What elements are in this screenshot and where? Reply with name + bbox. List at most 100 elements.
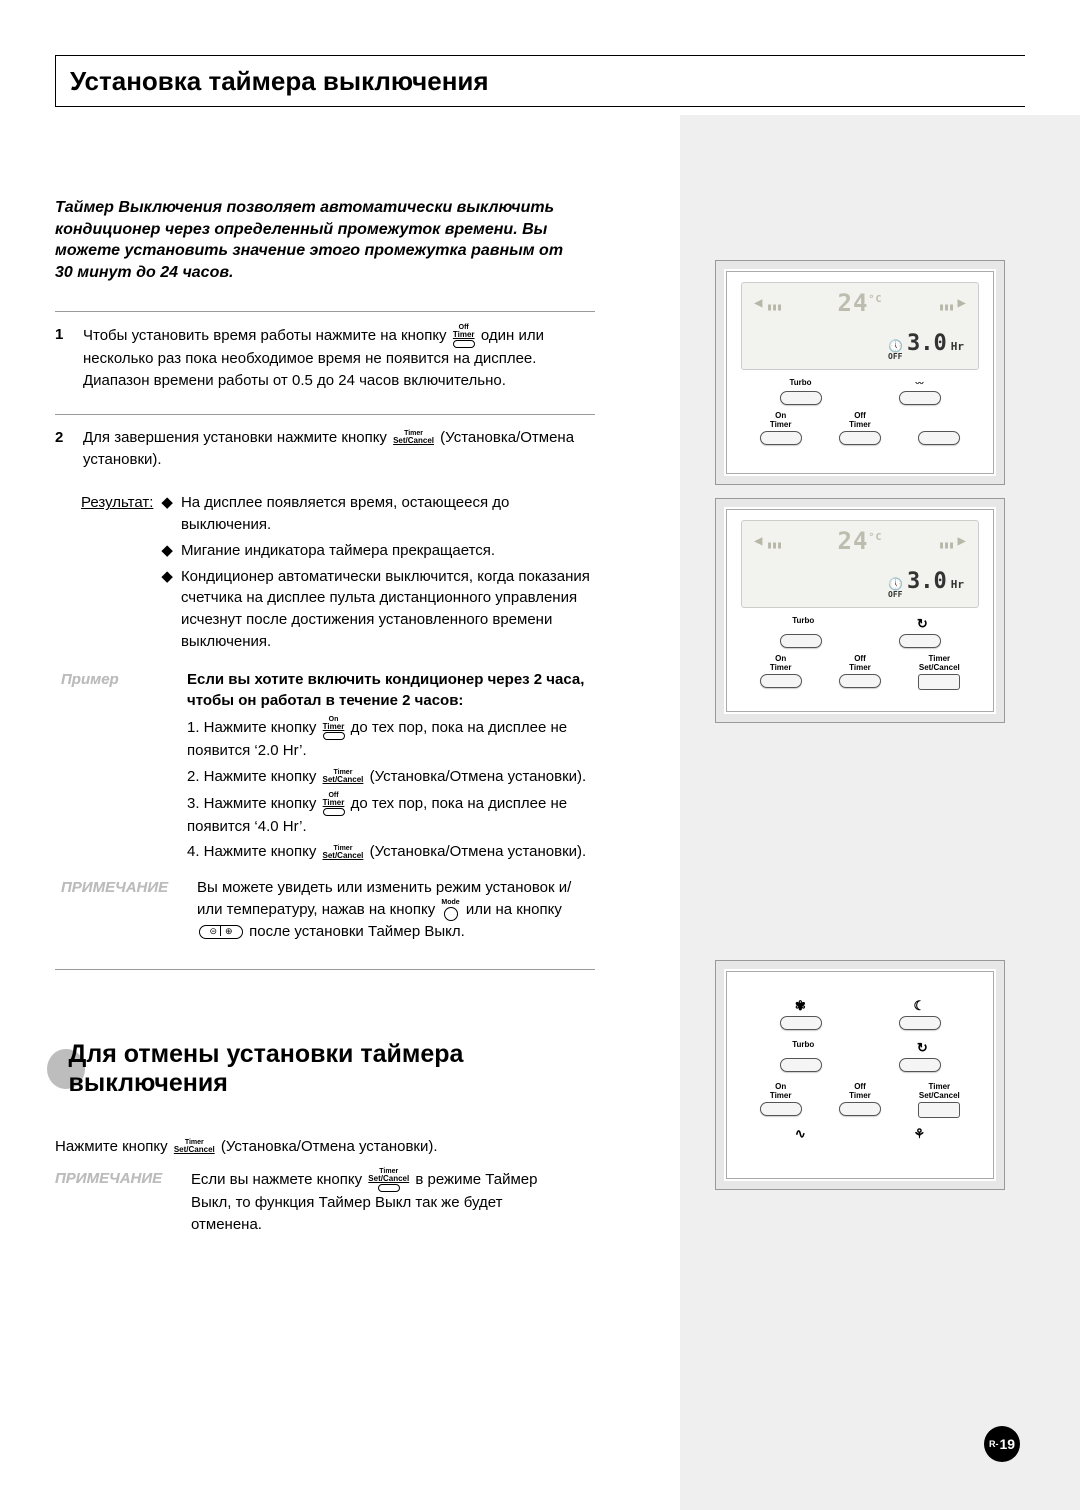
lcd-temp-unit: °C xyxy=(868,532,882,543)
lcd-temp-unit: °C xyxy=(868,294,882,305)
lcd-temp: 24 xyxy=(838,527,869,555)
btn-label: Turbo xyxy=(778,378,824,389)
bullet-icon: ◆ xyxy=(161,566,173,653)
sec2-line-a: Нажмите кнопку xyxy=(55,1138,172,1155)
clean-icon: ∿ xyxy=(795,1126,806,1142)
example-item-2: 2. Нажмите кнопку TimerSet/Cancel (Устан… xyxy=(187,766,595,788)
remote-button[interactable] xyxy=(780,1016,822,1030)
section-2-heading: Для отмены установки таймера выключения xyxy=(55,1040,595,1098)
result-item: Мигание индикатора таймера прекращается. xyxy=(181,540,495,562)
note-label: ПРИМЕЧАНИЕ xyxy=(55,1168,175,1236)
btn-label: OnTimer xyxy=(758,1082,804,1100)
set-cancel-icon: TimerSet/Cancel xyxy=(323,769,364,784)
step-1: 1 Чтобы установить время работы нажмите … xyxy=(55,324,595,392)
remote-button[interactable] xyxy=(839,1102,881,1116)
remote-button[interactable] xyxy=(760,431,802,445)
lcd-display: 24°C OFF 3.0 Hr xyxy=(741,520,979,608)
example-label: Пример xyxy=(61,669,171,868)
section-2-title: Для отмены установки таймера выключения xyxy=(69,1040,595,1098)
btn-label: OffTimer xyxy=(837,1082,883,1100)
fan-bars-icon xyxy=(938,291,953,315)
remote-button[interactable] xyxy=(780,391,822,405)
result-item: Кондиционер автоматически выключится, ко… xyxy=(181,566,595,653)
sec2-line-b: (Установка/Отмена установки). xyxy=(221,1138,438,1155)
separator xyxy=(55,969,595,970)
result-block: Результат: ◆На дисплее появляется время,… xyxy=(81,492,595,656)
bullet-icon: ◆ xyxy=(161,540,173,562)
clock-icon: OFF xyxy=(888,339,903,361)
lcd-value: 3.0 xyxy=(907,331,947,356)
fan-bars-icon xyxy=(766,291,781,315)
remote-button[interactable] xyxy=(780,1058,822,1072)
off-timer-icon: Off Timer xyxy=(453,324,475,348)
left-column: 1 Чтобы установить время работы нажмите … xyxy=(55,311,595,1245)
set-cancel-icon: TimerSet/Cancel xyxy=(323,845,364,860)
note-text-c: после установки Таймер Выкл. xyxy=(249,923,465,940)
intro-paragraph: Таймер Выключения позволяет автоматическ… xyxy=(55,197,575,283)
lcd-unit: Hr xyxy=(951,340,964,353)
remote-button[interactable] xyxy=(839,431,881,445)
step-1-text-a: Чтобы установить время работы нажмите на… xyxy=(83,327,451,344)
remote-illustration-1: 24°C OFF 3.0 Hr Turbo 〰 OnTimer OffTimer xyxy=(715,260,1005,485)
remote-illustration-2: 24°C OFF 3.0 Hr Turbo↻ OnTimer OffTimer … xyxy=(715,498,1005,723)
fan-bars-icon xyxy=(766,529,781,553)
btn-label: TimerSet/Cancel xyxy=(916,1082,962,1100)
remote-illustration-3: ✾☾ Turbo↻ OnTimer OffTimer TimerSet/Canc… xyxy=(715,960,1005,1190)
step-number: 1 xyxy=(55,324,69,392)
step-2: 2 Для завершения установки нажмите кнопк… xyxy=(55,427,595,471)
result-item: На дисплее появляется время, остающееся … xyxy=(181,492,595,536)
btn-label: OffTimer xyxy=(837,411,883,429)
result-label: Результат: xyxy=(81,492,153,656)
page-prefix: R- xyxy=(989,1439,999,1449)
remote-button[interactable] xyxy=(918,674,960,690)
example-item-4: 4. Нажмите кнопку TimerSet/Cancel (Устан… xyxy=(187,841,595,863)
quiet-icon: ☾ xyxy=(913,998,925,1014)
example-block: Пример Если вы хотите включить кондицион… xyxy=(61,669,595,868)
remote-button[interactable] xyxy=(839,674,881,688)
ion-icon: ⚘ xyxy=(913,1126,925,1142)
note-block: ПРИМЕЧАНИЕ Вы можете увидеть или изменит… xyxy=(61,877,595,943)
mode-icon: Mode xyxy=(441,899,459,921)
remote-button[interactable] xyxy=(780,634,822,648)
page-number-badge: R-19 xyxy=(984,1426,1020,1462)
example-item-1: 1. Нажмите кнопку OnTimer до тех пор, по… xyxy=(187,716,595,762)
lcd-display: 24°C OFF 3.0 Hr xyxy=(741,282,979,370)
turbo-label: Turbo xyxy=(792,1040,814,1056)
note-label: ПРИМЕЧАНИЕ xyxy=(61,877,181,943)
set-cancel-icon: TimerSet/Cancel xyxy=(368,1168,409,1192)
result-list: ◆На дисплее появляется время, остающееся… xyxy=(161,492,595,656)
remote-button[interactable] xyxy=(760,1102,802,1116)
remote-button[interactable] xyxy=(918,1102,960,1118)
swing-icon: ↻ xyxy=(917,1040,928,1056)
remote-button[interactable] xyxy=(899,1016,941,1030)
remote-button[interactable] xyxy=(760,674,802,688)
example-item-3: 3. Нажмите кнопку OffTimer до тех пор, п… xyxy=(187,792,595,838)
btn-label xyxy=(916,411,962,429)
lcd-unit: Hr xyxy=(951,578,964,591)
turbo-label: Turbo xyxy=(792,616,814,632)
lcd-temp: 24 xyxy=(838,289,869,317)
step-2-text-a: Для завершения установки нажмите кнопку xyxy=(83,429,391,446)
on-timer-icon: OnTimer xyxy=(323,716,345,740)
btn-label: OnTimer xyxy=(758,654,804,672)
separator xyxy=(55,414,595,415)
sec2-note-a: Если вы нажмете кнопку xyxy=(191,1171,366,1188)
step-number: 2 xyxy=(55,427,69,471)
remote-button[interactable] xyxy=(899,634,941,648)
remote-button[interactable] xyxy=(899,1058,941,1072)
page: Установка таймера выключения Таймер Выкл… xyxy=(0,0,1080,1510)
set-cancel-icon: TimerSet/Cancel xyxy=(174,1139,215,1154)
remote-button[interactable] xyxy=(918,431,960,445)
title-box: Установка таймера выключения xyxy=(55,55,1025,107)
page-title: Установка таймера выключения xyxy=(70,66,489,97)
off-timer-icon: OffTimer xyxy=(323,792,345,816)
set-cancel-icon: Timer Set/Cancel xyxy=(393,430,434,445)
remote-button[interactable] xyxy=(899,391,941,405)
btn-label: OffTimer xyxy=(837,654,883,672)
btn-label: OnTimer xyxy=(758,411,804,429)
section-2-body: Нажмите кнопку TimerSet/Cancel (Установк… xyxy=(55,1136,575,1236)
btn-label: 〰 xyxy=(897,378,943,389)
clock-icon: OFF xyxy=(888,577,903,599)
swing-icon: ↻ xyxy=(917,616,928,632)
note-text-b: или на кнопку xyxy=(466,901,562,918)
